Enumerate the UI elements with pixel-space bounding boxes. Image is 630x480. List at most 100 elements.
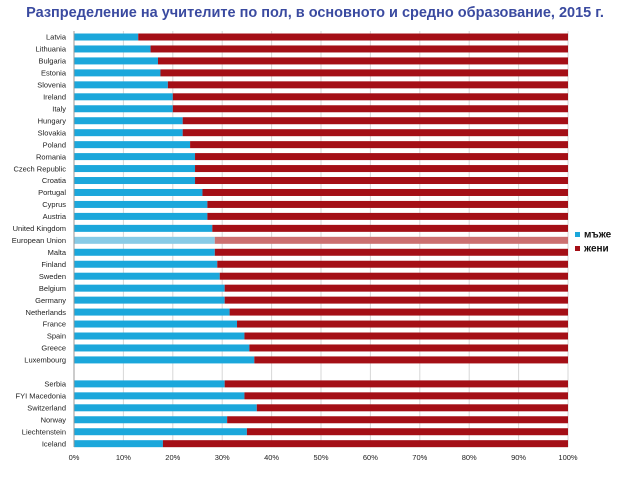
legend: мъже жени — [575, 230, 612, 255]
bar-жени-czech-republic — [195, 165, 568, 173]
category-label: Spain — [47, 332, 66, 341]
bar-жени-belgium — [224, 284, 569, 292]
bar-жени-italy — [172, 105, 569, 113]
category-label: Lithuania — [36, 45, 67, 54]
bar-жени-poland — [190, 141, 568, 149]
category-label: Italy — [52, 104, 66, 113]
category-label: Luxembourg — [24, 356, 66, 365]
category-label: Sweden — [39, 272, 66, 281]
category-label: Greece — [41, 344, 66, 353]
category-label: Latvia — [46, 33, 67, 42]
bar-мъже-germany — [74, 296, 225, 304]
bar-жени-finland — [217, 260, 568, 268]
bar-мъже-cyprus — [74, 200, 208, 208]
category-label: European Union — [12, 236, 66, 245]
bar-мъже-estonia — [74, 69, 161, 77]
bar-мъже-serbia — [74, 380, 225, 388]
bar-жени-croatia — [195, 177, 568, 185]
bar-мъже-european-union — [74, 236, 215, 244]
category-label: Croatia — [42, 176, 67, 185]
category-label: Norway — [41, 415, 67, 424]
bar-мъже-norway — [74, 416, 228, 424]
bar-жени-fyi-macedonia — [244, 392, 568, 400]
bar-мъже-malta — [74, 248, 215, 256]
bar-мъже-spain — [74, 332, 245, 340]
bar-мъже-finland — [74, 260, 218, 268]
legend-swatch-жени — [575, 246, 580, 251]
bar-мъже-croatia — [74, 177, 196, 185]
bar-жени-sweden — [219, 272, 569, 280]
category-label: Slovenia — [37, 81, 67, 90]
bar-жени-lithuania — [150, 45, 568, 53]
bar-мъже-iceland — [74, 440, 163, 448]
bar-жени-germany — [224, 296, 569, 304]
bar-мъже-czech-republic — [74, 165, 196, 173]
category-label: Liechtenstein — [22, 427, 66, 436]
bar-мъже-slovenia — [74, 81, 168, 89]
category-label: Czech Republic — [13, 164, 66, 173]
category-label: Finland — [41, 260, 66, 269]
category-label: Belgium — [39, 284, 66, 293]
bar-жени-united-kingdom — [212, 224, 568, 232]
bar-жени-slovenia — [167, 81, 569, 89]
legend-swatch-мъже — [575, 232, 580, 237]
bar-жени-luxembourg — [254, 356, 568, 364]
bar-жени-malta — [214, 248, 569, 256]
legend-label-мъже: мъже — [584, 230, 612, 241]
category-label: Switzerland — [27, 404, 66, 413]
category-label: Ireland — [43, 93, 66, 102]
bar-мъже-belgium — [74, 284, 225, 292]
category-label: Slovakia — [38, 128, 67, 137]
bar-жени-spain — [244, 332, 568, 340]
category-label: Poland — [43, 140, 66, 149]
bar-мъже-switzerland — [74, 404, 257, 412]
bar-жени-bulgaria — [157, 57, 569, 65]
bar-мъже-fyi-macedonia — [74, 392, 245, 400]
bar-мъже-slovakia — [74, 129, 183, 137]
category-label: FYI Macedonia — [16, 392, 67, 401]
bar-мъже-ireland — [74, 93, 173, 101]
bar-мъже-bulgaria — [74, 57, 158, 65]
bar-мъже-portugal — [74, 188, 203, 196]
bar-мъже-united-kingdom — [74, 224, 213, 232]
bar-мъже-italy — [74, 105, 173, 113]
bar-жени-portugal — [202, 188, 568, 196]
bar-жени-iceland — [162, 440, 569, 448]
bar-жени-latvia — [138, 33, 568, 41]
bar-жени-european-union — [214, 236, 569, 244]
bar-мъже-austria — [74, 212, 208, 220]
x-tick-label: 50% — [313, 453, 328, 462]
bar-жени-norway — [227, 416, 568, 424]
x-tick-label: 80% — [462, 453, 477, 462]
bar-мъже-france — [74, 320, 238, 328]
bar-жени-cyprus — [207, 200, 568, 208]
x-tick-label: 90% — [511, 453, 526, 462]
category-label: Estonia — [41, 69, 67, 78]
category-label: Serbia — [44, 380, 67, 389]
category-label: Malta — [48, 248, 67, 257]
bar-мъже-luxembourg — [74, 356, 255, 364]
x-tick-label: 70% — [412, 453, 427, 462]
category-label: Bulgaria — [38, 57, 66, 66]
bar-жени-austria — [207, 212, 568, 220]
bar-мъже-latvia — [74, 33, 139, 41]
bar-жени-hungary — [182, 117, 568, 125]
x-tick-label: 20% — [165, 453, 180, 462]
category-label: Hungary — [38, 116, 67, 125]
bar-мъже-poland — [74, 141, 191, 149]
bars — [74, 33, 569, 448]
category-label: Cyprus — [42, 200, 66, 209]
bar-мъже-hungary — [74, 117, 183, 125]
x-tick-label: 60% — [363, 453, 378, 462]
bar-мъже-romania — [74, 153, 196, 161]
category-label: Iceland — [42, 439, 66, 448]
bar-мъже-netherlands — [74, 308, 230, 316]
category-label: Romania — [36, 152, 67, 161]
bar-жени-netherlands — [229, 308, 569, 316]
bar-жени-greece — [249, 344, 568, 352]
chart-title: Разпределение на учителите по пол, в осн… — [26, 5, 604, 21]
category-label: Netherlands — [26, 308, 67, 317]
legend-label-жени: жени — [583, 244, 609, 255]
